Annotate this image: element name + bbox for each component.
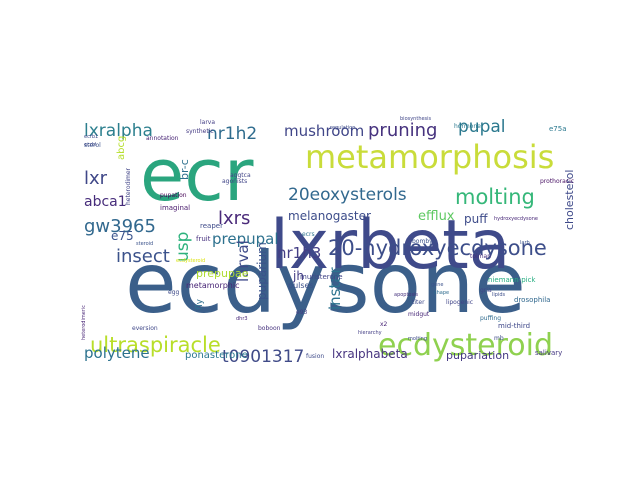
word-e75a: e75a	[549, 125, 567, 133]
word-lxralphabeta: lxralphabeta	[332, 347, 408, 361]
word-eversion: eversion	[132, 325, 158, 332]
word-heterodimer: heterodimer	[125, 167, 132, 205]
word-hydroxyecdysone: hydroxyecdysone	[494, 216, 538, 222]
word-steroid: steroid	[136, 241, 153, 247]
word-instar: instar	[326, 266, 344, 310]
word-titer: titer	[412, 299, 425, 306]
word-ecdysteroid: ecdysteroid	[378, 328, 553, 363]
word-20eoxysterols: 20eoxysterols	[288, 185, 407, 205]
word-synthetic: synthetic	[186, 128, 214, 135]
word-usp: usp	[173, 232, 193, 262]
word-molting: molting	[408, 336, 427, 342]
word-egg: egg	[168, 289, 180, 296]
word-mb: mb	[494, 335, 504, 342]
word-fruit: fruit	[196, 235, 211, 243]
word-prepupae: prepupae	[196, 267, 249, 280]
word-boboon: boboon	[258, 325, 281, 332]
word-jh: jh	[292, 269, 304, 283]
word-sterol: sterol	[84, 142, 101, 149]
word-drosophila: drosophila	[514, 296, 550, 304]
word-muristerone: muristerone	[300, 273, 343, 281]
word-efflux: efflux	[418, 209, 455, 224]
word-puffing: puffing	[480, 315, 501, 322]
word-20-hydroxyecdysone: 20-hydroxyecdysone	[328, 236, 547, 260]
word-ecrs: ecrs	[302, 231, 315, 238]
word-gw3965: gw3965	[84, 216, 156, 237]
word-larb: larb	[520, 240, 530, 246]
word-biosynthesis: biosynthesis	[400, 116, 432, 122]
word-pupariation: pupariation	[446, 349, 509, 362]
word-puparium: puparium	[255, 242, 269, 300]
word-midgut: midgut	[408, 311, 430, 318]
word-polytene: polytene	[84, 344, 150, 362]
word-heterodimeric: heterodimeric	[81, 305, 87, 340]
word-prothoracic: prothoracic	[540, 178, 574, 185]
word-regulation: regulation	[330, 125, 355, 131]
word-metamorphic: metamorphic	[186, 281, 240, 290]
word-ecr: ecr	[140, 133, 254, 217]
word-e75: e75	[111, 229, 134, 243]
word-larva: larva	[200, 119, 215, 126]
word-cholesterol: cholesterol	[563, 170, 576, 230]
word-ecrbl: ecrbl	[84, 142, 96, 148]
word-larval: larval	[234, 240, 252, 282]
word-pupal: pupal	[458, 117, 506, 137]
word-aggtca: aggtca	[230, 172, 251, 179]
word-pulses: pulses	[288, 281, 314, 290]
word-ecdysone: ecdysone	[125, 234, 526, 332]
word-metamorphosis: metamorphosis	[305, 138, 554, 176]
word-pruning: pruning	[368, 120, 437, 141]
word-gria: gria	[480, 287, 492, 294]
word-shape: shape	[434, 290, 449, 296]
word-t0901317: t0901317	[222, 347, 304, 367]
word-nr1h2: nr1h2	[207, 124, 257, 144]
word-fly: fly	[195, 298, 205, 310]
word-br-c: br-c	[178, 159, 191, 180]
word-imaginal: imaginal	[160, 204, 190, 212]
word-molting: molting	[455, 185, 535, 209]
word-mushroom: mushroom	[284, 122, 364, 140]
word-ecdysteroid: ecdysteroid	[176, 258, 205, 264]
word-dhr3: dhr3	[236, 316, 248, 322]
word-pupation: pupation	[160, 192, 187, 199]
word-ecrb1: ecrb1	[84, 134, 98, 140]
word-mid-third: mid-third	[498, 322, 530, 330]
word-lipids: lipids	[492, 292, 506, 298]
word-insect: insect	[116, 246, 170, 267]
word-bombyx: bombyx	[412, 238, 437, 245]
word-e93: e93	[296, 309, 308, 316]
word-agonists: agonists	[222, 178, 247, 185]
word-x2: x2	[380, 321, 388, 328]
word-annotation: annotation	[146, 135, 179, 142]
word-hierarchy: hierarchy	[358, 330, 382, 336]
word-lxr: lxr	[84, 168, 108, 189]
word-abca1: abca1	[84, 194, 127, 210]
word-lipogenic: lipogenic	[446, 299, 473, 306]
word-salivary: salivary	[535, 349, 562, 357]
word-tolman: tolman	[470, 253, 491, 260]
word-nr1h3: nr1h3	[277, 244, 321, 262]
word-apoptosis: apoptosis	[394, 292, 418, 298]
word-ponasterone: ponasterone	[185, 350, 248, 361]
word-puff: puff	[464, 212, 488, 226]
word-lxrs: lxrs	[218, 208, 250, 229]
word-hormone: hormone	[454, 123, 481, 130]
word-abcg: abcg	[116, 136, 127, 160]
word-gene: gene	[431, 282, 444, 288]
word-lxrbeta: lxrbeta	[270, 206, 510, 285]
word-ultraspiracle: ultraspiracle	[90, 333, 221, 357]
word-melanogaster: melanogaster	[288, 209, 371, 223]
word-fusion: fusion	[306, 353, 324, 360]
word-reaper: reaper	[200, 222, 223, 230]
word-lxralpha: lxralpha	[84, 121, 153, 141]
word-prepupal: prepupal	[212, 230, 279, 248]
word-niemann-pick: niemann-pick	[488, 276, 536, 284]
